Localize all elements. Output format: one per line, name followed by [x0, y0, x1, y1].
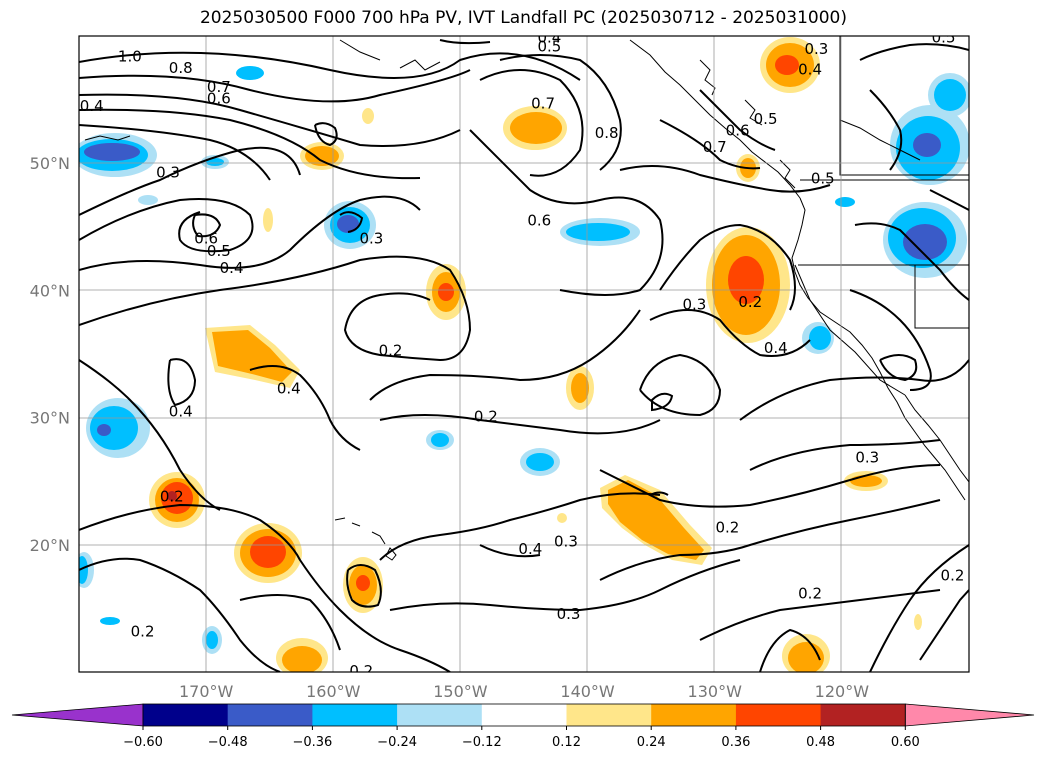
colorbar-tick-label: 0.24 — [637, 735, 666, 750]
colorbar-tick-label: −0.36 — [292, 735, 332, 750]
contour-label-layer: 1.00.80.70.60.40.30.60.50.40.30.70.80.40… — [80, 29, 965, 680]
colorbar-segment — [566, 704, 652, 726]
colorbar-tick-label: 0.60 — [891, 735, 920, 750]
longitude-tick-label: 120°W — [815, 682, 870, 701]
colorbar: −0.60 −0.48 −0.36 −0.24 −0.12 0.12 0.24 0.36 0.4… — [11, 703, 1035, 750]
contour-label: 0.6 — [726, 121, 750, 139]
latitude-tick-label: 30°N — [30, 409, 70, 428]
contour-label: 0.6 — [207, 90, 231, 108]
longitude-tick-label: 140°W — [560, 682, 615, 701]
contour-label: 0.3 — [554, 532, 578, 550]
colorbar-segment — [143, 704, 229, 726]
contour-label: 0.3 — [156, 163, 180, 181]
contour-label: 0.2 — [715, 518, 739, 536]
longitude-tick-label: 170°W — [179, 682, 234, 701]
contour-label: 0.7 — [207, 78, 231, 96]
contour-label: 0.2 — [474, 408, 498, 426]
latitude-tick-label: 20°N — [30, 536, 70, 555]
contour-label: 0.2 — [160, 488, 184, 506]
contour-label: 0.4 — [80, 97, 104, 115]
contour-label: 0.5 — [932, 29, 956, 47]
map-frame — [78, 35, 970, 673]
map-title: 2025030500 F000 700 hPa PV, IVT Landfall… — [199, 8, 847, 28]
pv-contours — [79, 39, 969, 672]
contour-label: 0.4 — [798, 60, 822, 78]
graticule — [79, 36, 969, 672]
contour-label: 0.4 — [169, 403, 193, 421]
contour-label: 0.2 — [379, 341, 403, 359]
colorbar-tick-label: 0.12 — [552, 735, 581, 750]
colorbar-tick-label: 0.48 — [806, 735, 835, 750]
contour-label: 0.7 — [531, 95, 555, 113]
longitude-tick-label: 150°W — [433, 682, 488, 701]
contour-label: 0.8 — [595, 124, 619, 142]
colorbar-tick-label: −0.12 — [462, 735, 502, 750]
colorbar-tick-label: 0.36 — [721, 735, 750, 750]
contour-label: 0.3 — [682, 296, 706, 314]
contour-label: 0.2 — [941, 567, 965, 585]
contour-label: 0.6 — [527, 212, 551, 230]
pc-shading — [79, 37, 969, 672]
contour-label: 0.5 — [207, 242, 231, 260]
contour-label: 0.3 — [804, 40, 828, 58]
contour-label: 0.5 — [537, 37, 561, 55]
colorbar-segment — [312, 704, 398, 726]
contour-label: 0.4 — [277, 380, 301, 398]
latitude-tick-label: 40°N — [30, 281, 70, 300]
contour-label: 0.2 — [131, 623, 155, 641]
colorbar-tick-label: −0.48 — [208, 735, 248, 750]
contour-label: 0.5 — [754, 110, 778, 128]
longitude-tick-label: 130°W — [688, 682, 743, 701]
contour-label: 0.2 — [738, 293, 762, 311]
colorbar-extend-min — [11, 703, 144, 727]
contour-label: 0.3 — [557, 605, 581, 623]
contour-label: 0.2 — [349, 662, 373, 680]
contour-label: 0.4 — [518, 540, 542, 558]
contour-label: 0.3 — [855, 448, 879, 466]
colorbar-segment — [481, 704, 567, 726]
contour-label: 0.4 — [220, 259, 244, 277]
longitude-labels: 170°W 160°W 150°W 140°W 130°W 120°W — [179, 682, 869, 701]
latitude-labels: 50°N 40°N 30°N 20°N — [30, 154, 70, 555]
contour-label: 0.5 — [811, 170, 835, 188]
contour-label: 0.2 — [798, 584, 822, 602]
colorbar-segment — [820, 704, 906, 726]
coastlines — [84, 36, 969, 561]
contour-label: 0.4 — [764, 339, 788, 357]
colorbar-tick-label: −0.24 — [377, 735, 417, 750]
colorbar-segment — [651, 704, 737, 726]
longitude-tick-label: 160°W — [306, 682, 361, 701]
contour-label: 0.4 — [537, 29, 561, 47]
colorbar-segment — [227, 704, 313, 726]
contour-label: 0.7 — [703, 138, 727, 156]
contour-label: 0.8 — [169, 59, 193, 77]
colorbar-tick-label: −0.60 — [123, 735, 163, 750]
colorbar-extend-max — [904, 703, 1035, 727]
colorbar-segment — [397, 704, 483, 726]
latitude-tick-label: 50°N — [30, 154, 70, 173]
contour-label: 1.0 — [118, 48, 142, 66]
contour-label: 0.6 — [194, 230, 218, 248]
contour-label: 0.3 — [359, 230, 383, 248]
colorbar-frame — [142, 703, 906, 727]
colorbar-segment — [735, 704, 822, 726]
